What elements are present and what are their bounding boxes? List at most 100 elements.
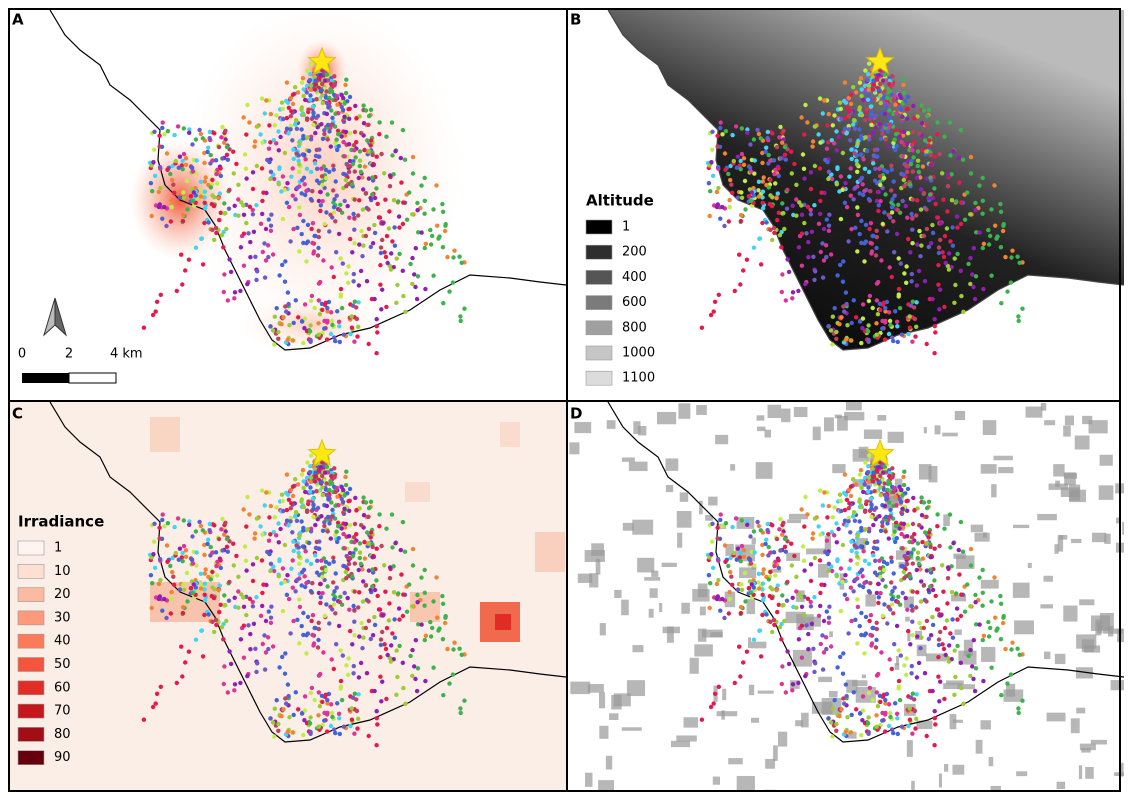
track-point [341, 500, 345, 504]
track-point [806, 647, 810, 651]
track-point [267, 515, 271, 519]
track-point [262, 633, 266, 637]
track-point [853, 578, 857, 582]
track-point [323, 471, 327, 475]
track-point [941, 198, 945, 202]
urban-patch [1053, 464, 1064, 476]
track-point [981, 246, 985, 250]
track-point [309, 84, 313, 88]
track-point [262, 241, 266, 245]
track-point [802, 559, 806, 563]
track-point [959, 592, 963, 596]
track-point [884, 515, 888, 519]
track-point [227, 580, 231, 584]
track-point [350, 718, 354, 722]
track-point [462, 307, 466, 311]
track-point [874, 321, 878, 325]
track-point [947, 267, 951, 271]
track-point [378, 215, 382, 219]
track-point [933, 324, 937, 328]
track-point [219, 566, 223, 570]
urban-patch [659, 603, 662, 612]
track-point [334, 642, 338, 646]
track-point [332, 602, 336, 606]
track-point [150, 606, 154, 610]
track-point [739, 213, 743, 217]
track-point [800, 624, 804, 628]
track-point [342, 101, 346, 105]
track-point [871, 479, 875, 483]
urban-patch [710, 632, 722, 637]
track-point [342, 725, 346, 729]
track-point [925, 114, 929, 118]
track-point [338, 203, 342, 207]
track-point [884, 137, 888, 141]
urban-patch [768, 405, 782, 418]
track-point [811, 531, 815, 535]
track-point [361, 243, 365, 247]
track-point [441, 245, 445, 249]
track-point [871, 523, 875, 527]
track-point [820, 633, 824, 637]
track-point [950, 198, 954, 202]
track-point [326, 529, 330, 533]
track-point [868, 294, 872, 298]
track-point [351, 671, 355, 675]
track-point [281, 566, 285, 570]
track-point [309, 562, 313, 566]
track-point [874, 645, 878, 649]
track-point [836, 527, 840, 531]
track-point [871, 698, 875, 702]
track-point [308, 730, 312, 734]
track-point [885, 229, 889, 233]
track-point [959, 294, 963, 298]
track-point [303, 585, 307, 589]
track-point [739, 551, 743, 555]
track-point [887, 332, 891, 336]
track-point [717, 685, 721, 689]
track-point [311, 497, 315, 501]
track-point [401, 269, 405, 273]
track-point [260, 488, 264, 492]
urban-patch [976, 740, 983, 754]
track-point [736, 547, 740, 551]
track-point [844, 694, 848, 698]
track-point [890, 602, 894, 606]
track-point [813, 269, 817, 273]
urban-patch [607, 420, 616, 429]
track-point [909, 212, 913, 216]
track-point [866, 329, 870, 333]
track-point [715, 536, 719, 540]
track-point [343, 564, 347, 568]
track-point [356, 213, 360, 217]
urban-patch [730, 464, 735, 470]
track-point [930, 689, 934, 693]
track-point [717, 293, 721, 297]
track-point [334, 179, 338, 183]
urban-patch [1065, 416, 1074, 426]
track-point [389, 659, 393, 663]
track-point [922, 500, 926, 504]
track-point [149, 573, 153, 577]
track-point [929, 163, 933, 167]
track-point [888, 319, 892, 323]
track-point [844, 290, 848, 294]
track-point [873, 179, 877, 183]
track-point [319, 190, 323, 194]
track-point [441, 301, 445, 305]
track-point [244, 132, 248, 136]
track-point [1010, 641, 1014, 645]
track-point [845, 715, 849, 719]
track-point [181, 605, 185, 609]
track-point [950, 225, 954, 229]
track-point [263, 111, 267, 115]
track-point [377, 132, 381, 136]
track-point [890, 589, 894, 593]
track-point [269, 170, 273, 174]
track-point [248, 632, 252, 636]
track-point [344, 184, 348, 188]
track-point [410, 282, 414, 286]
track-point [877, 203, 881, 207]
track-point [217, 145, 221, 149]
track-point [332, 335, 336, 339]
